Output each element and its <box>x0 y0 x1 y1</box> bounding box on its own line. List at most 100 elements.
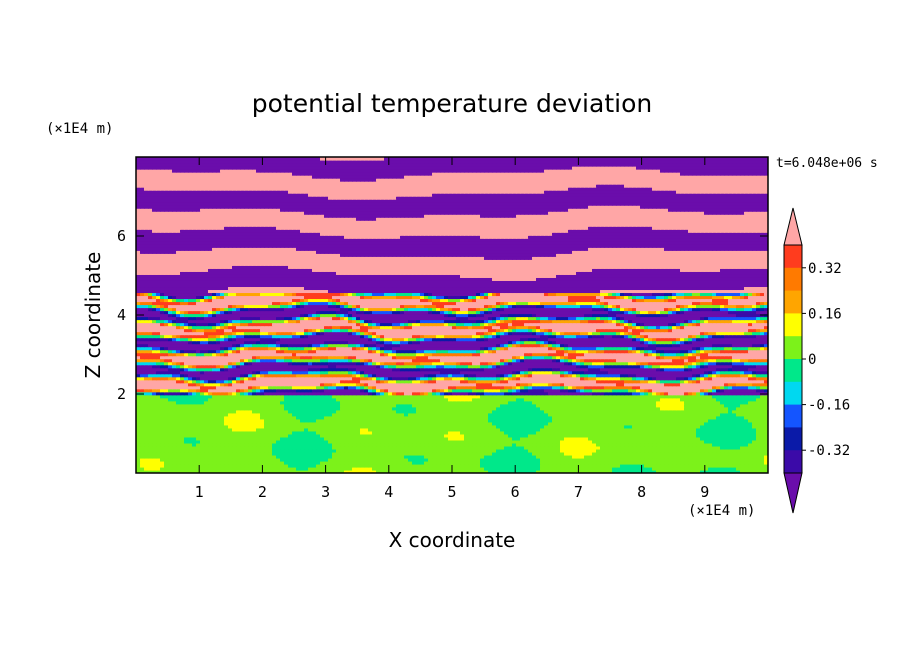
field-cell <box>236 421 241 426</box>
field-cell <box>592 460 597 465</box>
field-cell <box>240 442 245 447</box>
field-cell <box>292 424 297 429</box>
field-cell <box>512 463 517 468</box>
field-cell <box>468 466 473 471</box>
field-cell <box>416 433 421 438</box>
field-cell <box>464 433 469 438</box>
field-cell <box>148 415 153 420</box>
field-cell <box>696 457 701 462</box>
field-cell <box>304 427 309 432</box>
field-cell <box>376 460 381 465</box>
field-cell <box>152 466 157 471</box>
field-cell <box>544 466 549 471</box>
field-cell <box>296 445 301 450</box>
field-cell <box>488 463 493 468</box>
field-cell <box>672 442 677 447</box>
field-cell <box>420 451 425 456</box>
field-cell <box>312 451 317 456</box>
field-cell <box>192 439 197 444</box>
field-cell <box>464 430 469 435</box>
field-cell <box>560 442 565 447</box>
field-cell <box>336 451 341 456</box>
field-cell <box>516 451 521 456</box>
field-cell <box>568 427 573 432</box>
field-cell <box>172 445 177 450</box>
field-cell <box>716 430 721 435</box>
field-cell <box>472 463 477 468</box>
field-cell <box>340 463 345 468</box>
field-cell <box>684 451 689 456</box>
field-cell <box>728 445 733 450</box>
field-cell <box>608 454 613 459</box>
field-cell <box>268 466 273 471</box>
field-cell <box>708 466 713 471</box>
field-cell <box>200 451 205 456</box>
field-cell <box>272 463 277 468</box>
field-cell <box>380 427 385 432</box>
field-cell <box>468 463 473 468</box>
field-cell <box>516 445 521 450</box>
field-cell <box>556 427 561 432</box>
field-cell <box>264 433 269 438</box>
field-cell <box>688 451 693 456</box>
field-cell <box>300 463 305 468</box>
field-cell <box>748 436 753 441</box>
field-cell <box>760 454 765 459</box>
field-cell <box>228 424 233 429</box>
field-cell <box>452 442 457 447</box>
field-cell <box>316 421 321 426</box>
field-cell <box>744 451 749 456</box>
field-cell <box>420 436 425 441</box>
field-cell <box>488 454 493 459</box>
field-cell <box>656 427 661 432</box>
field-cell <box>748 445 753 450</box>
field-cell <box>680 466 685 471</box>
field-cell <box>760 418 765 423</box>
field-cell <box>224 448 229 453</box>
field-cell <box>628 445 633 450</box>
field-cell <box>276 448 281 453</box>
field-cell <box>472 466 477 471</box>
field-cell <box>468 427 473 432</box>
field-cell <box>324 460 329 465</box>
field-cell <box>172 466 177 471</box>
field-cell <box>176 466 181 471</box>
field-cell <box>236 463 241 468</box>
field-cell <box>268 415 273 420</box>
field-cell <box>312 427 317 432</box>
field-cell <box>392 451 397 456</box>
field-cell <box>244 430 249 435</box>
field-cell <box>388 442 393 447</box>
field-cell <box>380 469 385 473</box>
field-cell <box>596 466 601 471</box>
field-cell <box>668 424 673 429</box>
field-cell <box>468 424 473 429</box>
field-cell <box>688 466 693 471</box>
field-cell <box>568 448 573 453</box>
field-cell <box>636 460 641 465</box>
field-cell <box>176 460 181 465</box>
field-cell <box>684 439 689 444</box>
field-cell <box>480 463 485 468</box>
field-cell <box>344 424 349 429</box>
field-cell <box>720 466 725 471</box>
field-cell <box>676 433 681 438</box>
field-cell <box>172 460 177 465</box>
field-cell <box>476 445 481 450</box>
field-cell <box>208 415 213 420</box>
field-cell <box>512 445 517 450</box>
field-cell <box>472 421 477 426</box>
field-cell <box>472 451 477 456</box>
field-cell <box>232 439 237 444</box>
field-cell <box>716 445 721 450</box>
field-cell <box>760 460 765 465</box>
field-cell <box>292 469 297 473</box>
field-cell <box>636 418 641 423</box>
field-cell <box>192 445 197 450</box>
field-cell <box>216 454 221 459</box>
field-cell <box>540 439 545 444</box>
field-cell <box>512 466 517 471</box>
field-cell <box>308 433 313 438</box>
field-cell <box>692 436 697 441</box>
field-cell <box>728 448 733 453</box>
